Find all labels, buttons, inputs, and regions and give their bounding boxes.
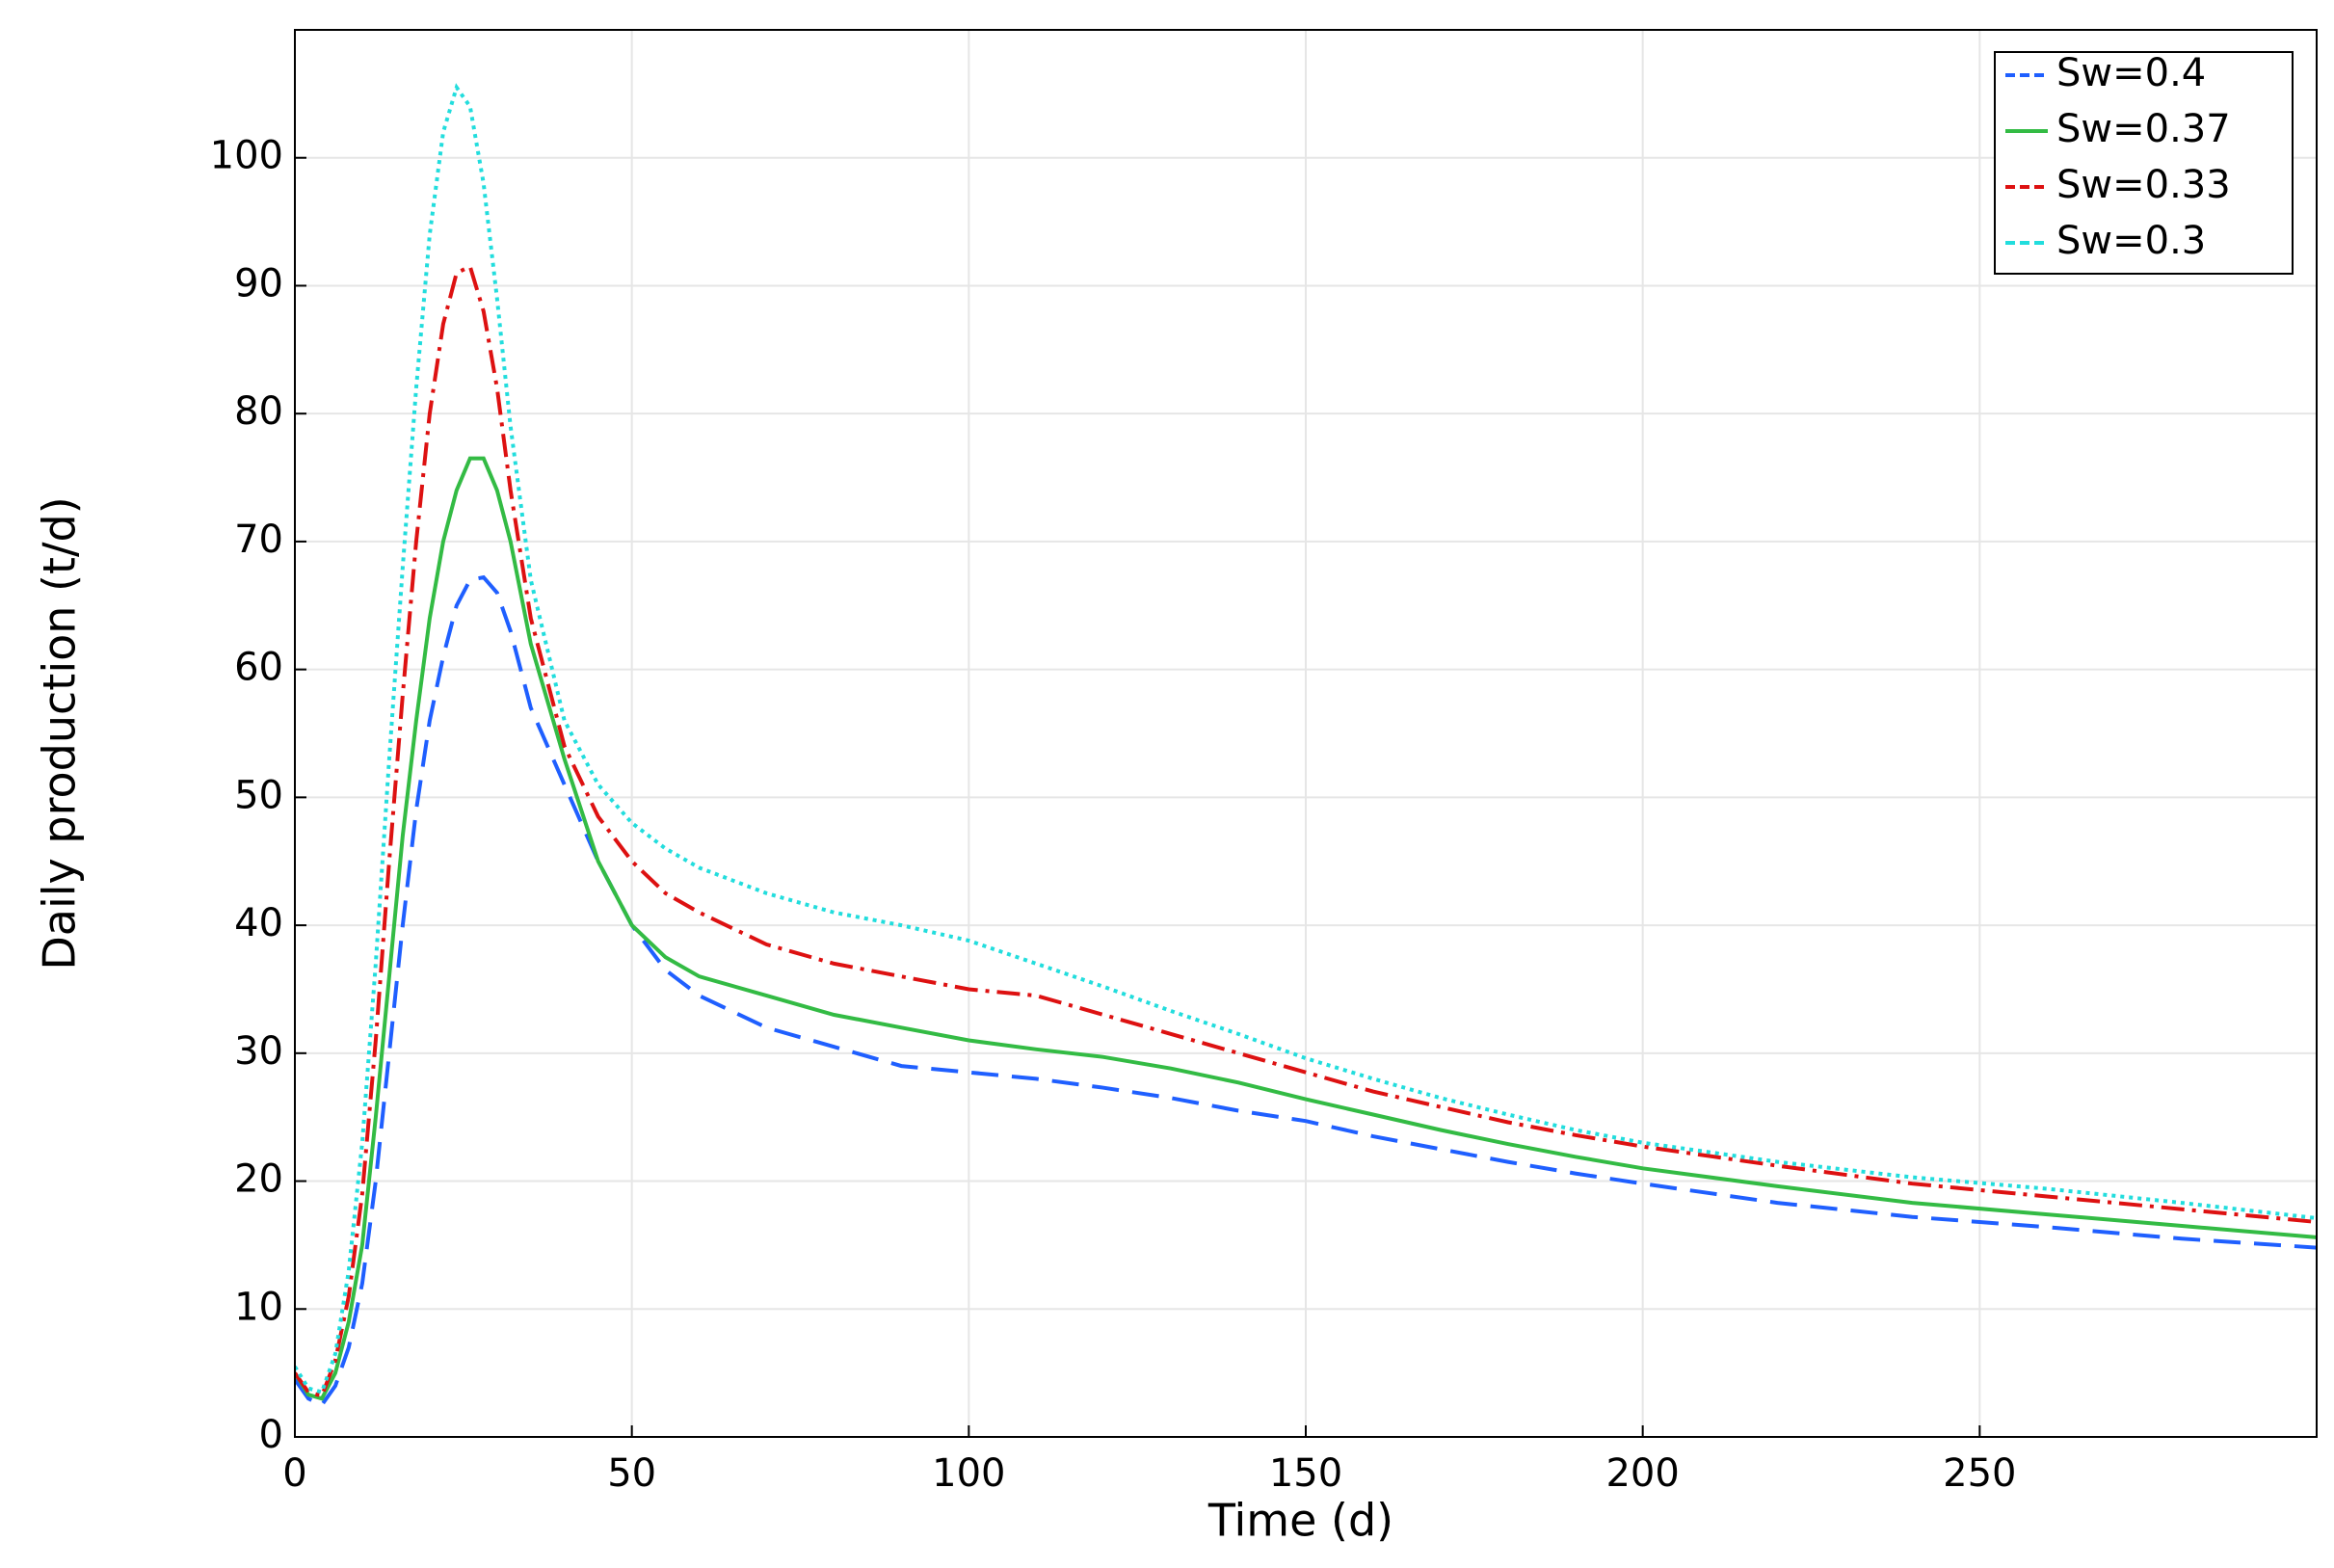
y-tick-label: 80 — [234, 389, 283, 434]
series-line — [295, 83, 2317, 1395]
x-tick-label: 250 — [1943, 1451, 2016, 1496]
y-tick-label: 10 — [234, 1285, 283, 1329]
x-tick-label: 0 — [282, 1451, 306, 1496]
y-tick-label: 20 — [234, 1157, 283, 1202]
plot-frame — [294, 29, 2318, 1438]
y-tick-label: 40 — [234, 901, 283, 945]
legend-box — [1994, 51, 2294, 275]
series-line — [295, 456, 2317, 1401]
legend-label: Sw=0.33 — [2056, 163, 2231, 207]
series-line — [295, 263, 2317, 1398]
y-tick-label: 30 — [234, 1029, 283, 1074]
series-line — [295, 574, 2317, 1408]
y-tick-label: 70 — [234, 518, 283, 562]
y-tick-label: 50 — [234, 773, 283, 817]
legend-label: Sw=0.3 — [2056, 219, 2206, 263]
x-tick-label: 200 — [1605, 1451, 1679, 1496]
x-tick-label: 100 — [932, 1451, 1005, 1496]
legend-label: Sw=0.4 — [2056, 51, 2206, 95]
x-axis-label: Time (d) — [1207, 1495, 1393, 1547]
y-tick-label: 0 — [259, 1413, 283, 1457]
y-tick-label: 60 — [234, 646, 283, 690]
legend-label: Sw=0.37 — [2056, 107, 2231, 151]
y-axis-label: Daily production (t/d) — [34, 496, 86, 970]
x-tick-label: 150 — [1269, 1451, 1342, 1496]
y-tick-label: 90 — [234, 261, 283, 306]
x-tick-label: 50 — [607, 1451, 656, 1496]
y-tick-label: 100 — [210, 134, 283, 178]
